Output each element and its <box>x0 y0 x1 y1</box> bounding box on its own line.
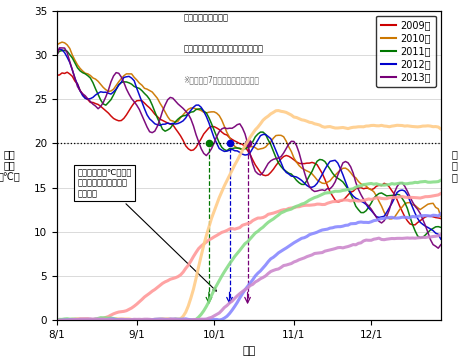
Text: 平均気温２０℃付近で
販売数が大きく伸びる
年が多い: 平均気温２０℃付近で 販売数が大きく伸びる 年が多い <box>77 168 216 291</box>
Text: 濃い細線：平均気温: 濃い細線：平均気温 <box>183 14 228 23</box>
X-axis label: 日付: 日付 <box>242 346 255 356</box>
Y-axis label: 販
売
数: 販 売 数 <box>452 149 457 182</box>
Text: ※データは7日移動平均している。: ※データは7日移動平均している。 <box>183 76 260 85</box>
Y-axis label: 平均
気温
（℃）: 平均 気温 （℃） <box>0 149 20 182</box>
Text: 薄い太線：販売数（ロングブーツ）: 薄い太線：販売数（ロングブーツ） <box>183 45 264 54</box>
Legend: 2009年, 2010年, 2011年, 2012年, 2013年: 2009年, 2010年, 2011年, 2012年, 2013年 <box>376 16 436 87</box>
